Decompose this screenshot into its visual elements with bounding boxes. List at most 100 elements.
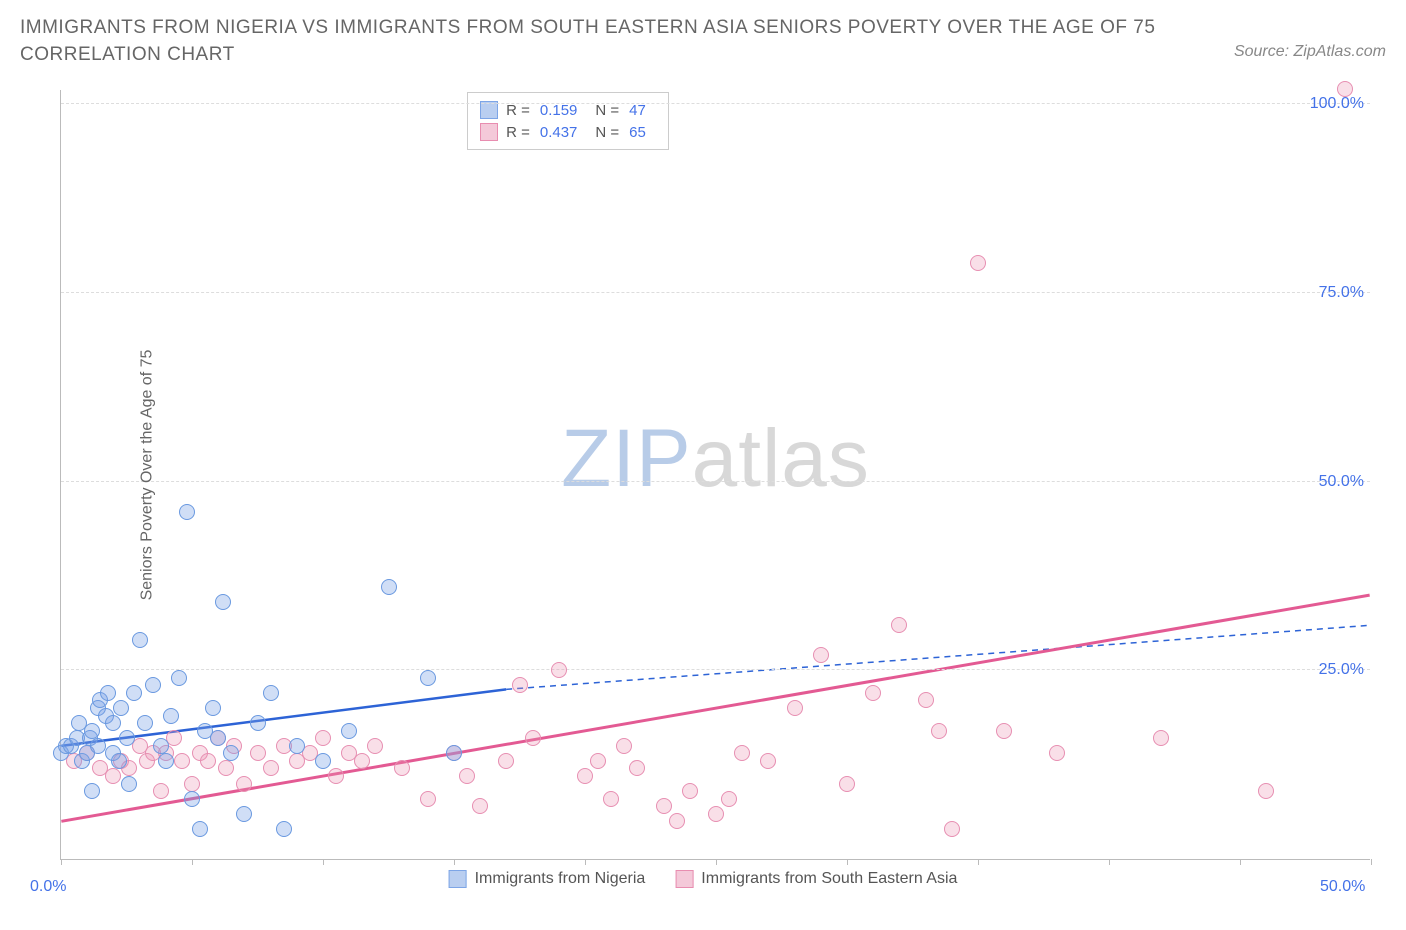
nigeria-point — [381, 579, 397, 595]
nigeria-point — [111, 753, 127, 769]
sea-point — [865, 685, 881, 701]
nigeria-point — [105, 715, 121, 731]
sea-point — [839, 776, 855, 792]
nigeria-point — [84, 783, 100, 799]
sea-point — [498, 753, 514, 769]
nigeria-point — [250, 715, 266, 731]
sea-point — [263, 760, 279, 776]
sea-point — [105, 768, 121, 784]
sea-point — [996, 723, 1012, 739]
y-axis-label: Seniors Poverty Over the Age of 75 — [138, 350, 156, 601]
nigeria-point — [113, 700, 129, 716]
sea-point — [616, 738, 632, 754]
sea-point — [218, 760, 234, 776]
sea-point — [708, 806, 724, 822]
nigeria-point — [132, 632, 148, 648]
sea-point — [174, 753, 190, 769]
nigeria-point — [126, 685, 142, 701]
nigeria-point — [84, 723, 100, 739]
sea-point — [236, 776, 252, 792]
header-row: IMMIGRANTS FROM NIGERIA VS IMMIGRANTS FR… — [20, 15, 1386, 68]
y-tick-label: 25.0% — [1319, 661, 1364, 679]
x-tick — [1240, 859, 1241, 865]
sea-point — [944, 821, 960, 837]
sea-point — [629, 760, 645, 776]
sea-point — [1337, 81, 1353, 97]
r-label: R = — [506, 124, 530, 141]
sea-point — [367, 738, 383, 754]
sea-point — [813, 647, 829, 663]
legend-swatch — [480, 123, 498, 141]
n-label: N = — [595, 124, 619, 141]
nigeria-point — [276, 821, 292, 837]
sea-point — [931, 723, 947, 739]
stats-legend: R =0.159N =47R =0.437N =65 — [467, 92, 669, 150]
nigeria-point — [420, 670, 436, 686]
nigeria-point — [341, 723, 357, 739]
gridline — [61, 481, 1370, 482]
sea-point — [354, 753, 370, 769]
y-tick-label: 50.0% — [1319, 473, 1364, 491]
legend-label: Immigrants from South Eastern Asia — [701, 870, 957, 888]
nigeria-point — [215, 594, 231, 610]
sea-point — [577, 768, 593, 784]
x-tick — [454, 859, 455, 865]
sea-point — [721, 791, 737, 807]
nigeria-point — [184, 791, 200, 807]
nigeria-point — [289, 738, 305, 754]
x-tick — [585, 859, 586, 865]
sea-point — [918, 692, 934, 708]
trend-lines — [61, 90, 1370, 859]
gridline — [61, 103, 1370, 104]
nigeria-point — [145, 677, 161, 693]
nigeria-point — [205, 700, 221, 716]
chart-title: IMMIGRANTS FROM NIGERIA VS IMMIGRANTS FR… — [20, 15, 1170, 68]
y-tick-label: 75.0% — [1319, 284, 1364, 302]
legend-item: Immigrants from Nigeria — [449, 870, 646, 888]
y-tick-label: 100.0% — [1310, 95, 1364, 113]
sea-point — [760, 753, 776, 769]
x-tick — [323, 859, 324, 865]
nigeria-point — [158, 753, 174, 769]
nigeria-point — [119, 730, 135, 746]
sea-point — [551, 662, 567, 678]
nigeria-point — [315, 753, 331, 769]
sea-point — [184, 776, 200, 792]
x-tick — [1371, 859, 1372, 865]
sea-point — [656, 798, 672, 814]
sea-point — [734, 745, 750, 761]
sea-point — [153, 783, 169, 799]
nigeria-point — [446, 745, 462, 761]
sea-point — [420, 791, 436, 807]
sea-point — [472, 798, 488, 814]
gridline — [61, 292, 1370, 293]
r-value: 0.437 — [540, 124, 578, 141]
legend-swatch — [675, 870, 693, 888]
x-tick — [716, 859, 717, 865]
sea-point — [512, 677, 528, 693]
sea-point — [459, 768, 475, 784]
sea-point — [970, 255, 986, 271]
sea-point — [200, 753, 216, 769]
sea-point — [525, 730, 541, 746]
gridline — [61, 669, 1370, 670]
legend-item: Immigrants from South Eastern Asia — [675, 870, 957, 888]
nigeria-point — [100, 685, 116, 701]
nigeria-point — [153, 738, 169, 754]
n-value: 65 — [629, 124, 646, 141]
watermark-atlas: atlas — [692, 413, 870, 504]
sea-point — [250, 745, 266, 761]
sea-point — [891, 617, 907, 633]
nigeria-point — [179, 504, 195, 520]
nigeria-point — [137, 715, 153, 731]
sea-point — [1258, 783, 1274, 799]
sea-point — [394, 760, 410, 776]
x-tick-label: 50.0% — [1320, 878, 1365, 896]
x-tick — [61, 859, 62, 865]
nigeria-point — [236, 806, 252, 822]
x-tick — [978, 859, 979, 865]
sea-point — [328, 768, 344, 784]
sea-point — [590, 753, 606, 769]
sea-point — [669, 813, 685, 829]
x-tick — [1109, 859, 1110, 865]
